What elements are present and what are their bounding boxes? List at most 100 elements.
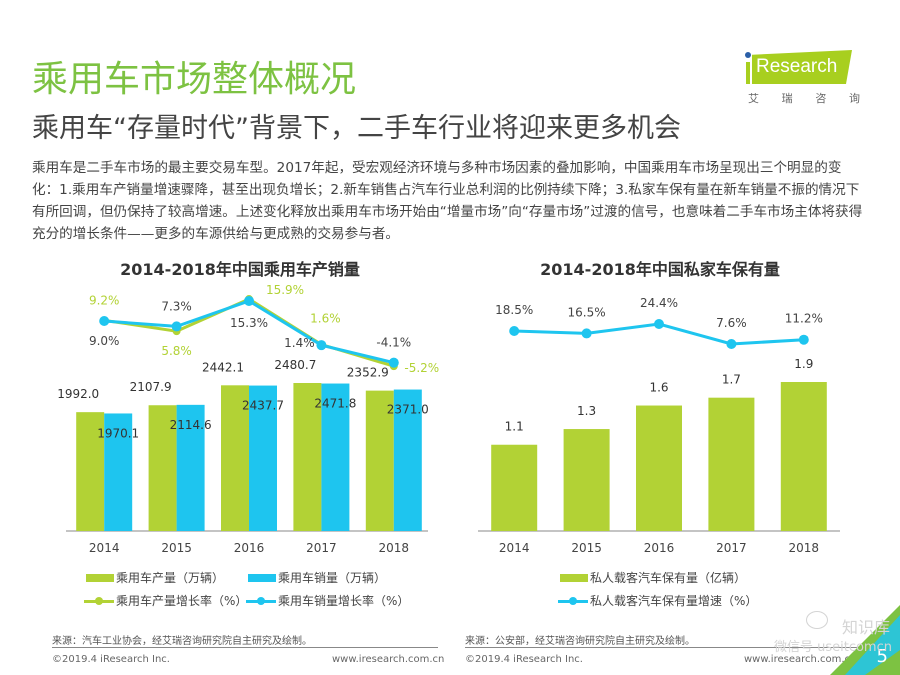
legend-item-production: 乘用车产量（万辆） <box>86 569 224 586</box>
bar-production <box>365 390 394 531</box>
line-label-production-growth: 5.8% <box>161 344 192 358</box>
line-marker <box>798 334 809 345</box>
bar-label-production: 2352.9 <box>347 366 389 380</box>
footer-copyright-right: ©2019.4 iResearch Inc. <box>465 654 583 665</box>
legend-item-ownership: 私人载客汽车保有量（亿辆） <box>560 569 746 586</box>
logo-cn-char: 艾 <box>748 92 759 105</box>
x-tick-label: 2018 <box>379 541 410 555</box>
x-tick-label: 2017 <box>716 541 747 555</box>
bar-sales <box>176 404 205 531</box>
line-marker <box>726 339 737 349</box>
line-label-sales-growth: 7.3% <box>161 299 192 313</box>
x-tick-label: 2016 <box>234 541 265 555</box>
line-label-ownership-growth: 18.5% <box>495 303 533 317</box>
bar-label-production: 2107.9 <box>130 380 172 394</box>
x-tick-label: 2014 <box>89 541 120 555</box>
chart1-title: 2014-2018年中国乘用车产销量 <box>120 260 360 279</box>
bar-label-sales: 2437.7 <box>242 399 284 413</box>
bar-sales <box>104 413 133 531</box>
watermark-subtext: 微信号 useitcomcn <box>773 640 892 655</box>
x-tick-label: 2018 <box>789 541 820 555</box>
footer-url-right[interactable]: www.iresearch.com.cn <box>744 654 857 665</box>
chart2-source: 来源：公安部，经艾瑞咨询研究院自主研究及绘制。 <box>465 636 695 647</box>
line-label-ownership-growth: 11.2% <box>785 312 823 326</box>
line-label-production-growth: 9.2% <box>89 293 120 307</box>
logo-cn-text: 艾 瑞 咨 询 <box>748 90 860 106</box>
line-label-production-growth: 15.9% <box>266 283 304 297</box>
watermark-text: 知识库 <box>841 618 890 637</box>
wechat-icon <box>806 611 828 629</box>
x-tick-label: 2017 <box>306 541 337 555</box>
corner-decoration <box>830 605 900 675</box>
footer-url-left[interactable]: www.iresearch.com.cn <box>332 654 445 665</box>
bar-sales <box>249 385 277 531</box>
footer-divider-left <box>52 647 438 648</box>
bar-label-ownership: 1.7 <box>722 373 741 387</box>
line-label-production-growth: 1.6% <box>310 312 341 326</box>
legend-item-sales-growth: 乘用车销量增长率（%） <box>246 592 409 609</box>
line-marker <box>654 319 664 329</box>
logo-cn-char: 咨 <box>815 92 827 105</box>
line-marker <box>99 316 110 326</box>
legend-bar-swatch-icon <box>248 573 276 582</box>
line-label-ownership-growth: 7.6% <box>716 316 747 330</box>
logo-brand-text: Research <box>756 56 838 77</box>
footer-copyright-left: ©2019.4 iResearch Inc. <box>52 654 170 665</box>
line-marker <box>171 321 182 332</box>
bar-ownership <box>491 444 538 531</box>
page-subtitle: 乘用车“存量时代”背景下，二手车行业将迎来更多机会 <box>32 113 681 144</box>
logo-banner <box>752 50 852 84</box>
bar-ownership <box>563 429 610 531</box>
legend-line-marker-icon <box>246 596 276 606</box>
line-label-sales-growth: 1.4% <box>284 336 315 350</box>
bar-label-ownership: 1.6 <box>649 381 668 395</box>
line-marker <box>244 295 254 306</box>
legend-label: 乘用车销量（万辆） <box>278 571 387 585</box>
footer-divider-right <box>465 647 865 648</box>
line-label-sales-growth: 9.0% <box>89 334 120 348</box>
line-label-ownership-growth: 16.5% <box>568 305 606 319</box>
chart1-source: 来源：汽车工业协会，经艾瑞咨询研究院自主研究及绘制。 <box>52 636 312 647</box>
bar-label-ownership: 1.1 <box>505 420 524 434</box>
bar-production <box>293 383 322 531</box>
x-tick-label: 2014 <box>499 541 530 555</box>
bar-label-production: 1992.0 <box>57 387 99 401</box>
line-label-sales-growth: 15.3% <box>230 316 268 330</box>
legend-label: 乘用车产量（万辆） <box>116 571 225 585</box>
legend-label: 乘用车销量增长率（%） <box>278 594 410 608</box>
bar-label-sales: 1970.1 <box>97 426 139 440</box>
bar-ownership <box>636 405 682 531</box>
bar-production <box>221 385 249 531</box>
legend-item-production-growth: 乘用车产量增长率（%） <box>84 592 247 609</box>
line-marker <box>509 326 520 337</box>
legend-line-marker-icon <box>558 596 588 606</box>
page-number: 5 <box>876 646 888 667</box>
legend-bar-swatch-icon <box>86 573 114 582</box>
logo-cn-char: 瑞 <box>781 92 793 105</box>
legend-item-sales: 乘用车销量（万辆） <box>248 569 386 586</box>
bar-sales <box>321 383 350 531</box>
bar-label-production: 2480.7 <box>274 358 316 372</box>
bar-production <box>148 405 177 531</box>
bar-label-sales: 2114.6 <box>170 418 212 432</box>
bar-label-sales: 2471.8 <box>314 397 356 411</box>
line-marker <box>316 340 327 351</box>
logo-cn-char: 询 <box>848 92 860 105</box>
bar-production <box>76 412 105 531</box>
page-title: 乘用车市场整体概况 <box>32 59 357 100</box>
line-marker <box>581 328 592 339</box>
x-tick-label: 2015 <box>571 541 602 555</box>
legend-bar-swatch-icon <box>560 573 588 582</box>
iresearch-logo: Research 艾 瑞 咨 询 <box>742 46 862 106</box>
legend-line-marker-icon <box>84 596 114 606</box>
x-tick-label: 2016 <box>644 541 675 555</box>
line-marker <box>388 357 399 368</box>
corner-blue-shape <box>845 615 900 675</box>
bar-sales <box>393 389 422 531</box>
line-label-production-growth: -5.2% <box>404 361 439 375</box>
logo-i-icon <box>745 52 751 84</box>
bar-ownership <box>780 382 827 531</box>
legend-label: 乘用车产量增长率（%） <box>116 594 248 608</box>
